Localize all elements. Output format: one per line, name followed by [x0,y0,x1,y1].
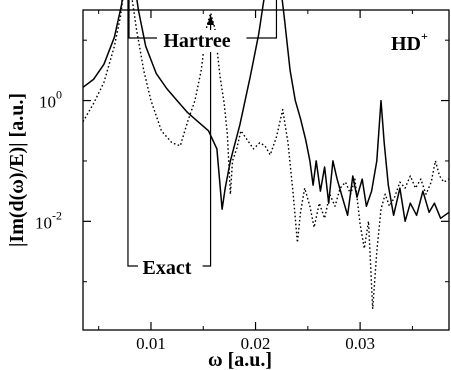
plot-frame [82,9,450,331]
species-tag-sup: + [421,29,428,43]
x-tick-label: 0.03 [345,334,375,353]
x-axis-label: ω [a.u.] [208,349,272,370]
annotation-label-background [161,30,233,52]
species-tag: HD+ [391,29,428,55]
y-tick-exponent: 0 [56,88,62,102]
exact-connector-left [127,0,138,267]
series-hartree-line [82,0,450,223]
y-tick-base: 10 [35,213,52,232]
y-tick-labels: 10-2100102104 [35,88,62,233]
exact-arrow-right [207,15,215,26]
series-exact-line [82,0,450,310]
annotation-label-background [140,257,194,279]
annotation-layer [127,0,278,267]
tick-marks [83,10,449,330]
x-tick-labels: 0.01 0.02 0.03 [136,334,375,353]
y-tick-label: 100 [39,88,62,112]
y-tick-base: 10 [39,93,56,112]
x-tick-label: 0.01 [136,334,166,353]
y-axis-label: |Im(d(ω)/E)| [a.u.] [6,93,28,247]
y-tick-label: 10-2 [35,208,62,232]
x-tick-label: 0.02 [241,334,271,353]
species-tag-base: HD [391,33,421,55]
exact-connector-right [202,15,212,267]
hartree-annotation-label: Hartree [163,30,230,52]
y-tick-exponent: -2 [52,208,62,222]
series-layer [82,0,450,310]
exact-annotation-label: Exact [143,257,192,279]
hartree-connector-left [128,0,158,39]
hartree-connector-right [246,0,278,39]
